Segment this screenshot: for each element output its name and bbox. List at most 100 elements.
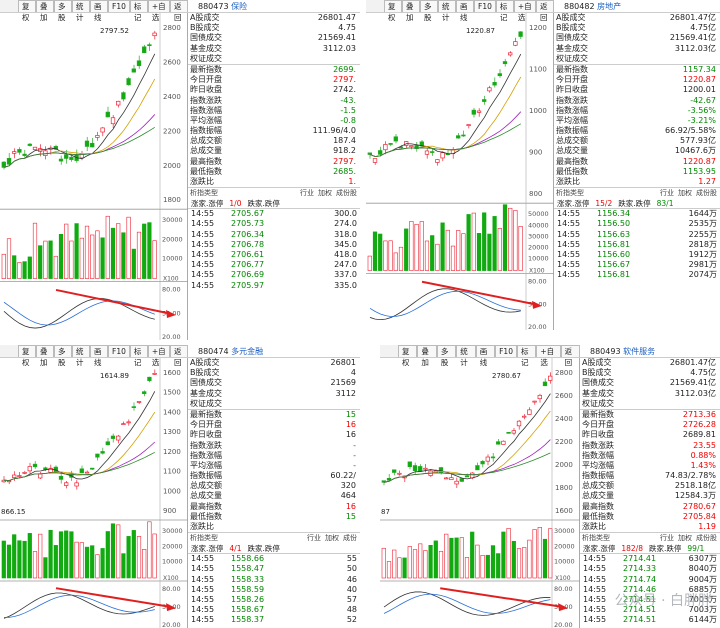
toolbar-button[interactable]: 标记: [129, 345, 148, 367]
stat-value: 4: [350, 368, 356, 378]
toolbar-button[interactable]: 返回: [170, 0, 189, 22]
tick-time: 14:55: [583, 564, 607, 574]
quote-value: 1.: [348, 177, 356, 186]
price-axis-tick: 1800: [163, 196, 181, 204]
toolbar-button[interactable]: 统计: [456, 345, 476, 367]
toolbar-button[interactable]: +自选: [513, 0, 537, 22]
toolbar-button[interactable]: 统计: [72, 345, 90, 367]
toolbar-button[interactable]: F10: [495, 345, 517, 357]
volume-axis-tick: 30000: [162, 216, 183, 224]
toolbar-button[interactable]: F10: [108, 0, 130, 12]
toolbar-button[interactable]: +自选: [147, 0, 171, 22]
analysis-tab[interactable]: 成份股: [336, 189, 357, 198]
toolbar-button[interactable]: 统计: [72, 0, 90, 22]
stat-label: 国债成交: [190, 378, 222, 388]
volume-bar: [438, 550, 444, 579]
tick-price: 1558.26: [231, 594, 265, 604]
kline-chart[interactable]: 1600 1500 1400 1300 1200 1100 1000 900 30000 2000…: [0, 358, 188, 628]
candle: [58, 475, 64, 480]
candle: [480, 461, 485, 465]
tick-row: 14:55 1156.67 2981万: [554, 260, 720, 270]
volume-bar: [152, 240, 157, 279]
toolbar-button[interactable]: 多股: [54, 0, 72, 22]
quote-label: 指数涨跌: [582, 440, 614, 450]
toolbar-button[interactable]: 标记: [495, 0, 514, 22]
analysis-tab[interactable]: 成份股: [696, 534, 717, 543]
analysis-tab[interactable]: 行业: [660, 189, 674, 198]
quote-row: 指数涨幅 0.88%: [580, 451, 720, 461]
quote-row: 昨日收盘 16: [188, 430, 360, 440]
tick-time: 14:55: [191, 584, 215, 594]
index-name: 软件服务: [623, 347, 656, 356]
analysis-tab[interactable]: 加权: [678, 534, 692, 543]
analysis-tab[interactable]: 行业: [300, 189, 314, 198]
toolbar-button[interactable]: +自选: [147, 345, 171, 367]
quote-row: 昨日收盘 2742.: [188, 85, 360, 95]
quote-label: 最高指数: [582, 501, 614, 511]
toolbar-button[interactable]: 复权: [384, 0, 402, 22]
kline-chart[interactable]: 2800 2600 2400 2200 2000 1800 30000 20000 10000 X…: [0, 13, 188, 340]
volume-bar: [64, 530, 69, 579]
toolbar-button[interactable]: 复权: [18, 345, 36, 367]
quote-label: 最新指数: [556, 64, 588, 74]
market-stat-row: 国债成交 21569.41亿: [554, 33, 720, 43]
candle: [64, 482, 69, 486]
candle: [516, 420, 522, 427]
price-axis-tick: 900: [529, 149, 542, 157]
toolbar-button[interactable]: 标记: [129, 0, 148, 22]
candle: [121, 423, 126, 426]
watermark: 公众号 · 白胖胖: [614, 593, 712, 609]
toolbar-button[interactable]: 多股: [436, 345, 457, 367]
candle: [38, 473, 43, 479]
volume-bar: [475, 544, 480, 579]
kline-chart[interactable]: 1200 1100 1000 900 800 50000 40000 30000 20000 10…: [366, 13, 554, 330]
candle: [548, 375, 553, 381]
tick-row: 14:55 1558.33 46: [188, 575, 360, 585]
stat-label: 基金成交: [582, 388, 614, 398]
quote-value: 2797.: [333, 156, 356, 166]
analysis-tab[interactable]: 成份: [343, 534, 357, 543]
analysis-tab[interactable]: 加权: [325, 534, 339, 543]
toolbar-button[interactable]: 复权: [398, 345, 418, 367]
candle: [393, 136, 398, 142]
toolbar-button[interactable]: 叠加: [36, 0, 54, 22]
toolbar-button[interactable]: 返回: [536, 0, 555, 22]
kline-chart[interactable]: 2800 2600 2400 2200 2000 1800 1600 30000 20000 10…: [380, 358, 580, 628]
quote-label: 指数涨幅: [556, 105, 588, 115]
analysis-tab[interactable]: 加权: [678, 189, 692, 198]
toolbar-button[interactable]: 返回: [170, 345, 189, 367]
oscillator-line: [369, 288, 521, 321]
toolbar-button[interactable]: F10: [474, 0, 496, 12]
tick-time: 14:55: [557, 260, 581, 270]
toolbar-button[interactable]: 标记: [516, 345, 537, 367]
candle: [12, 151, 17, 154]
toolbar-button[interactable]: 叠加: [417, 345, 437, 367]
toolbar-button[interactable]: 叠加: [402, 0, 420, 22]
quote-value: 74.83/2.78%: [664, 471, 716, 481]
tick-price: 1156.67: [597, 260, 631, 270]
toolbar-button[interactable]: 叠加: [36, 345, 54, 367]
analysis-tab[interactable]: 行业: [307, 534, 321, 543]
down-count: 99/1: [687, 544, 705, 554]
toolbar-button[interactable]: F10: [108, 345, 130, 357]
toolbar-button[interactable]: 多股: [54, 345, 72, 367]
candle: [522, 415, 527, 418]
volume-bar: [407, 546, 412, 579]
volume-bar: [43, 557, 48, 579]
analysis-tab[interactable]: 成份股: [696, 189, 717, 198]
volume-bar: [105, 215, 110, 279]
toolbar-button[interactable]: 多股: [420, 0, 438, 22]
toolbar-button[interactable]: 返回: [560, 345, 581, 367]
volume-axis-tick: 50000: [528, 210, 549, 218]
toolbar-button[interactable]: 画线: [90, 0, 108, 22]
toolbar-button[interactable]: 画线: [90, 345, 108, 367]
quote-row: 最新指数 1157.34: [554, 65, 720, 75]
toolbar-button[interactable]: 复权: [18, 0, 36, 22]
analysis-tab[interactable]: 行业: [660, 534, 674, 543]
analysis-tab[interactable]: 加权: [318, 189, 332, 198]
candle: [116, 100, 121, 106]
toolbar-button[interactable]: 画线: [456, 0, 474, 22]
toolbar-button[interactable]: 统计: [438, 0, 456, 22]
toolbar-button[interactable]: +自选: [536, 345, 561, 367]
toolbar-button[interactable]: 画线: [475, 345, 496, 367]
